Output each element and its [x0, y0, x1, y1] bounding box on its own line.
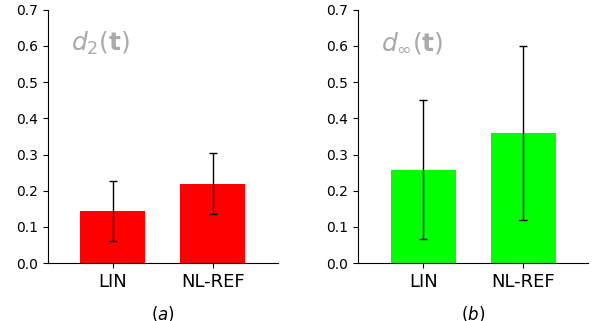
Bar — [181, 184, 245, 263]
Text: $d_\infty(\mathbf{t})$: $d_\infty(\mathbf{t})$ — [381, 30, 443, 56]
Bar — [80, 212, 145, 263]
Bar — [491, 133, 556, 263]
Text: $(a)$: $(a)$ — [151, 304, 175, 321]
Text: $d_2(\mathbf{t})$: $d_2(\mathbf{t})$ — [71, 30, 130, 57]
Bar — [391, 170, 455, 263]
Text: $(b)$: $(b)$ — [461, 304, 485, 321]
